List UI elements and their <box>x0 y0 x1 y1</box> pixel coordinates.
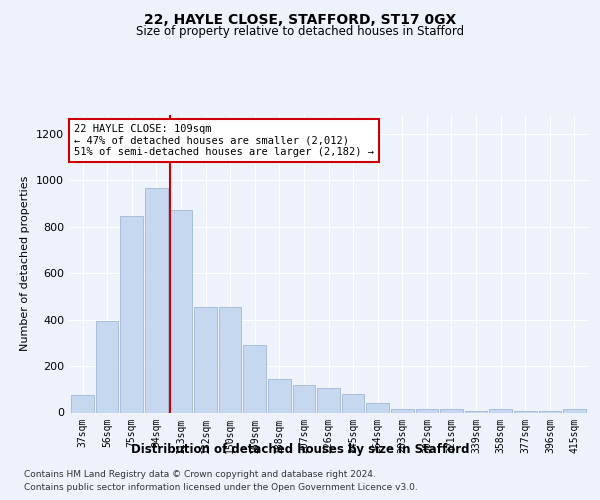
Bar <box>440 409 463 412</box>
Bar <box>317 388 340 412</box>
Text: 22 HAYLE CLOSE: 109sqm
← 47% of detached houses are smaller (2,012)
51% of semi-: 22 HAYLE CLOSE: 109sqm ← 47% of detached… <box>74 124 374 157</box>
Text: Contains public sector information licensed under the Open Government Licence v3: Contains public sector information licen… <box>24 482 418 492</box>
Text: Distribution of detached houses by size in Stafford: Distribution of detached houses by size … <box>131 442 469 456</box>
Bar <box>121 216 143 412</box>
Bar <box>367 403 389 412</box>
Text: 22, HAYLE CLOSE, STAFFORD, ST17 0GX: 22, HAYLE CLOSE, STAFFORD, ST17 0GX <box>144 12 456 26</box>
Text: Contains HM Land Registry data © Crown copyright and database right 2024.: Contains HM Land Registry data © Crown c… <box>24 470 376 479</box>
Bar <box>244 345 266 412</box>
Bar <box>342 394 364 412</box>
Bar <box>71 395 94 412</box>
Bar <box>96 320 118 412</box>
Bar <box>293 384 315 412</box>
Text: Size of property relative to detached houses in Stafford: Size of property relative to detached ho… <box>136 25 464 38</box>
Bar <box>268 379 290 412</box>
Y-axis label: Number of detached properties: Number of detached properties <box>20 176 31 352</box>
Bar <box>194 306 217 412</box>
Bar <box>563 409 586 412</box>
Bar <box>391 409 413 412</box>
Bar <box>416 409 438 412</box>
Bar <box>170 210 192 412</box>
Bar <box>490 409 512 412</box>
Bar <box>145 188 167 412</box>
Bar <box>219 306 241 412</box>
